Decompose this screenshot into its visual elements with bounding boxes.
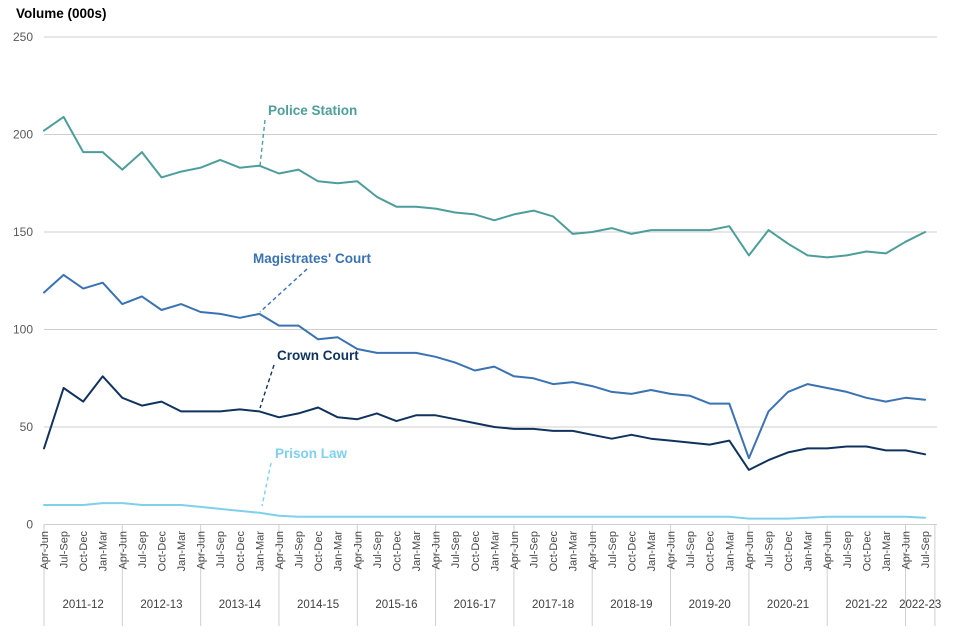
leader-line-police-station bbox=[259, 119, 266, 167]
quarter-tick-label: Apr-Jun bbox=[822, 531, 834, 570]
quarter-tick-label: Apr-Jun bbox=[666, 531, 678, 570]
series-label-magistrates-court: Magistrates' Court bbox=[253, 251, 371, 266]
year-label: 2011-12 bbox=[62, 599, 103, 611]
leader-line-crown-court bbox=[259, 364, 275, 409]
y-tick-label: 100 bbox=[13, 323, 33, 337]
leader-line-prison-law bbox=[261, 462, 272, 507]
y-tick-label: 0 bbox=[26, 518, 33, 532]
series-line-crown-court bbox=[43, 375, 927, 471]
quarter-tick-label: Jan-Mar bbox=[646, 531, 658, 572]
y-tick-label: 150 bbox=[13, 225, 33, 239]
year-label: 2013-14 bbox=[219, 599, 262, 611]
quarter-tick-label: Jul-Sep bbox=[59, 531, 71, 568]
quarter-tick-label: Jan-Mar bbox=[724, 531, 736, 572]
quarter-tick-label: Jan-Mar bbox=[254, 531, 266, 572]
quarter-tick-label: Jan-Mar bbox=[411, 531, 423, 572]
quarter-tick-label: Oct-Dec bbox=[705, 531, 717, 572]
quarter-tick-label: Jul-Sep bbox=[529, 531, 541, 568]
year-label: 2018-19 bbox=[610, 599, 652, 611]
quarter-tick-label: Jul-Sep bbox=[215, 531, 227, 568]
quarter-tick-label: Apr-Jun bbox=[744, 531, 756, 570]
y-tick-label: 50 bbox=[20, 420, 34, 434]
chart-title: Volume (000s) bbox=[16, 6, 107, 21]
quarter-tick-label: Jan-Mar bbox=[176, 531, 188, 572]
quarter-tick-label: Oct-Dec bbox=[391, 531, 403, 572]
quarter-tick-label: Jul-Sep bbox=[607, 531, 619, 568]
quarter-tick-label: Oct-Dec bbox=[156, 531, 168, 572]
y-tick-label: 200 bbox=[13, 128, 33, 142]
series-label-police-station: Police Station bbox=[268, 103, 357, 118]
quarter-tick-label: Apr-Jun bbox=[352, 531, 364, 570]
quarter-tick-label: Jul-Sep bbox=[685, 531, 697, 568]
quarter-tick-label: Oct-Dec bbox=[235, 531, 247, 572]
series-line-magistrates-court bbox=[43, 273, 927, 460]
quarter-tick-label: Apr-Jun bbox=[117, 531, 129, 570]
quarter-tick-label: Jan-Mar bbox=[333, 531, 345, 572]
year-label: 2015-16 bbox=[375, 599, 417, 611]
quarter-tick-label: Jul-Sep bbox=[137, 531, 149, 568]
quarter-tick-label: Jan-Mar bbox=[98, 531, 110, 572]
quarter-tick-label: Jan-Mar bbox=[568, 531, 580, 572]
quarter-tick-label: Apr-Jun bbox=[901, 531, 913, 570]
quarter-tick-label: Apr-Jun bbox=[509, 531, 521, 570]
quarter-tick-label: Oct-Dec bbox=[861, 531, 873, 572]
series-line-police-station bbox=[43, 115, 927, 259]
quarter-tick-label: Oct-Dec bbox=[470, 531, 482, 572]
year-label: 2020-21 bbox=[767, 599, 809, 611]
quarter-tick-label: Jul-Sep bbox=[372, 531, 384, 568]
quarter-tick-label: Oct-Dec bbox=[548, 531, 560, 572]
year-label: 2016-17 bbox=[454, 599, 496, 611]
quarter-tick-label: Apr-Jun bbox=[431, 531, 443, 570]
y-tick-label: 250 bbox=[13, 30, 33, 44]
quarter-tick-label: Apr-Jun bbox=[274, 531, 286, 570]
quarter-tick-label: Apr-Jun bbox=[39, 531, 51, 570]
quarter-tick-label: Oct-Dec bbox=[783, 531, 795, 572]
quarter-tick-label: Jul-Sep bbox=[294, 531, 306, 568]
quarter-tick-label: Jan-Mar bbox=[803, 531, 815, 572]
year-label: 2014-15 bbox=[297, 599, 339, 611]
quarter-tick-label: Jul-Sep bbox=[842, 531, 854, 568]
quarter-tick-label: Oct-Dec bbox=[313, 531, 325, 572]
series-label-crown-court: Crown Court bbox=[277, 348, 359, 363]
year-label: 2021-22 bbox=[845, 599, 887, 611]
year-label: 2022-23 bbox=[899, 599, 941, 611]
quarter-tick-label: Jan-Mar bbox=[489, 531, 501, 572]
year-label: 2012-13 bbox=[140, 599, 182, 611]
quarter-tick-label: Jul-Sep bbox=[920, 531, 932, 568]
year-label: 2017-18 bbox=[532, 599, 574, 611]
quarter-tick-label: Jul-Sep bbox=[763, 531, 775, 568]
quarter-tick-label: Oct-Dec bbox=[626, 531, 638, 572]
leader-line-magistrates-court bbox=[259, 268, 308, 313]
series-label-prison-law: Prison Law bbox=[275, 446, 348, 461]
quarter-tick-label: Apr-Jun bbox=[587, 531, 599, 570]
quarter-tick-label: Jan-Mar bbox=[881, 531, 893, 572]
quarter-tick-label: Apr-Jun bbox=[196, 531, 208, 570]
quarter-tick-label: Oct-Dec bbox=[78, 531, 90, 572]
year-label: 2019-20 bbox=[689, 599, 731, 611]
series-line-prison-law bbox=[43, 502, 927, 520]
quarter-tick-label: Jul-Sep bbox=[450, 531, 462, 568]
